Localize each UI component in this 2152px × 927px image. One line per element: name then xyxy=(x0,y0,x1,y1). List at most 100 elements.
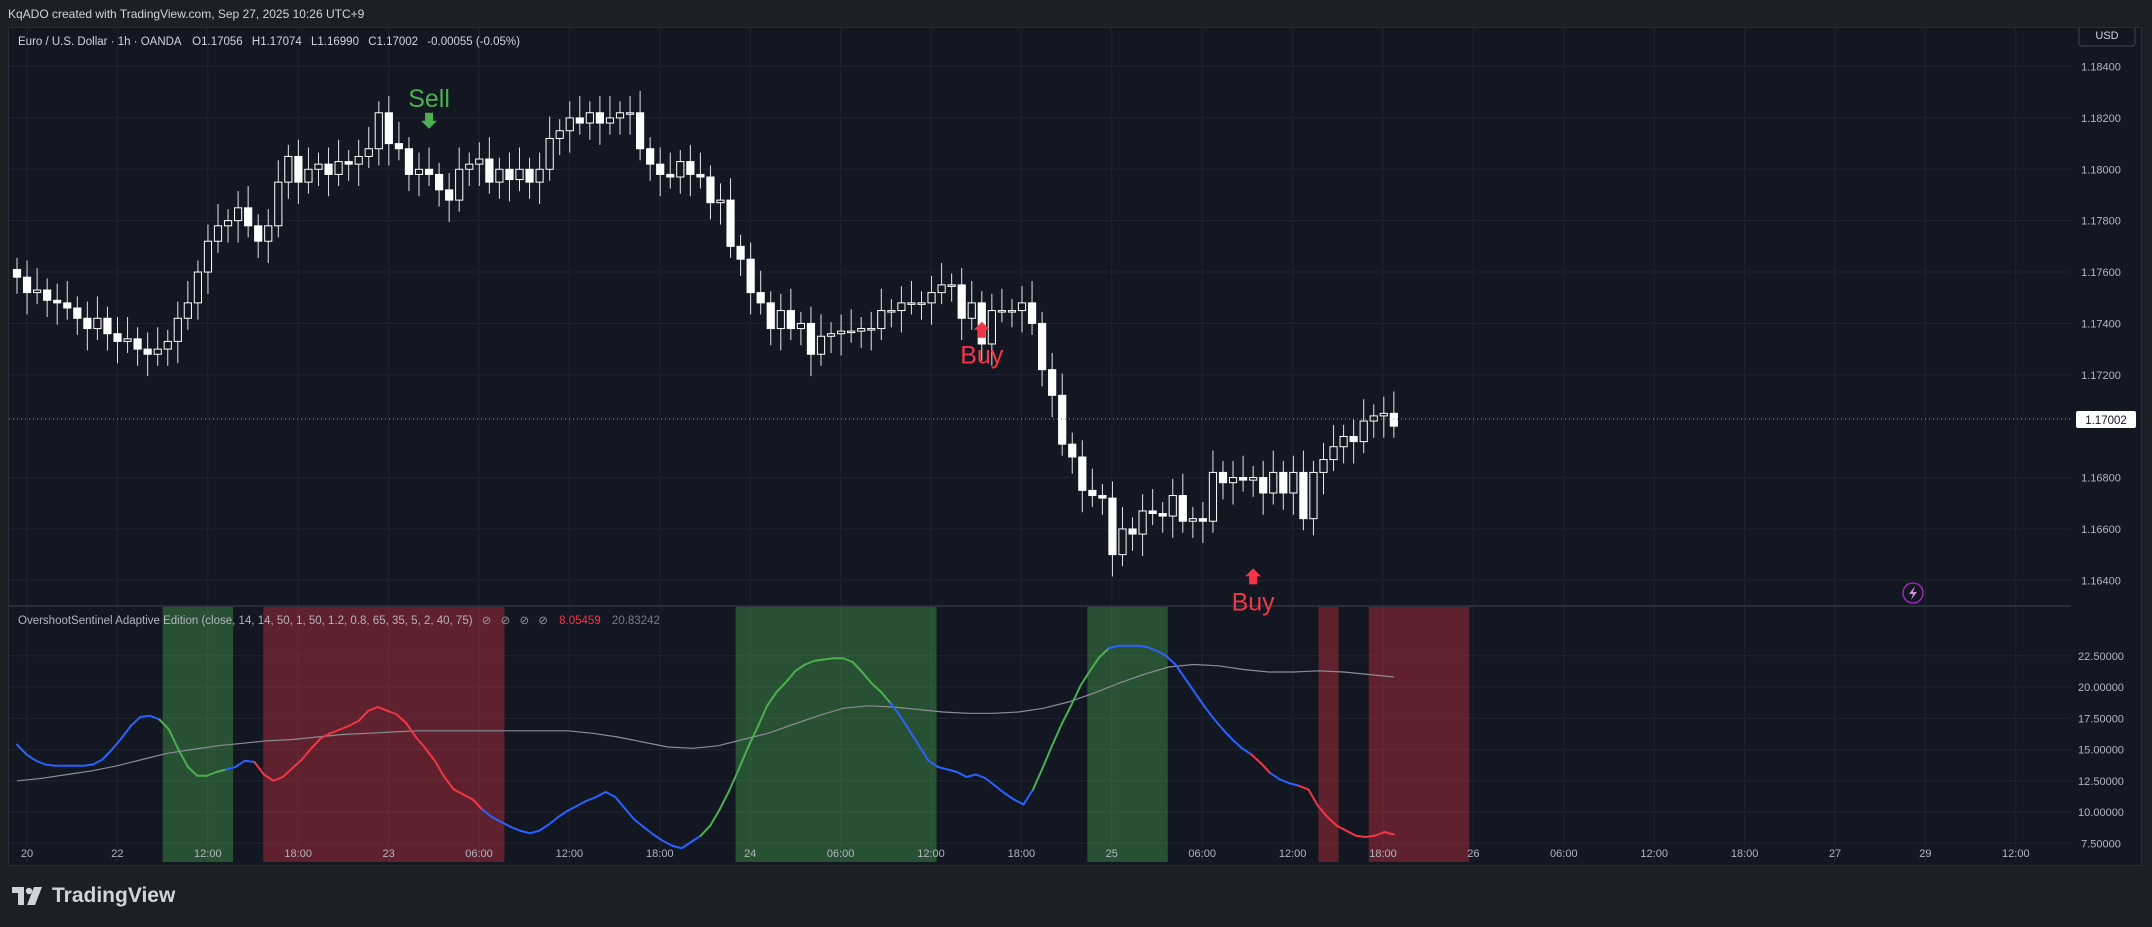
indicator-legend[interactable]: OvershootSentinel Adaptive Edition (clos… xyxy=(18,615,660,627)
candle xyxy=(213,203,223,253)
oscillator-segment xyxy=(443,776,455,791)
oscillator-segment xyxy=(566,804,579,812)
candle xyxy=(1078,440,1087,513)
candle xyxy=(1329,424,1338,472)
candle xyxy=(354,139,363,186)
candle xyxy=(947,273,956,302)
oscillator-segment xyxy=(357,709,370,722)
oscillator-segment xyxy=(1383,831,1395,836)
oscillator-segment xyxy=(433,759,446,778)
oscillator-segment xyxy=(329,728,341,735)
candle xyxy=(344,150,353,181)
oscillator-segment xyxy=(1373,831,1386,837)
candle xyxy=(475,142,484,186)
oscillator-segment xyxy=(1079,669,1091,687)
oscillator-segment xyxy=(766,691,778,707)
oscillator-segment xyxy=(1221,728,1234,741)
price-tick-label: 1.16800 xyxy=(2081,473,2121,485)
candle xyxy=(656,147,665,197)
oscillator-segment xyxy=(405,722,417,738)
chart-svg[interactable]: Euro / U.S. Dollar · 1h · OANDA O1.17056… xyxy=(9,21,2141,865)
candle xyxy=(867,311,876,351)
oscillator-segment xyxy=(1345,829,1357,837)
candle xyxy=(666,152,675,189)
oscillator-segment xyxy=(253,761,265,776)
buy-label: Buy xyxy=(1232,588,1276,616)
candle xyxy=(1188,507,1197,538)
oscillator-segment xyxy=(509,826,522,832)
oscillator-segment xyxy=(1051,723,1063,747)
candle xyxy=(1389,391,1398,438)
green-zone xyxy=(162,607,234,862)
candle xyxy=(424,147,434,186)
time-tick-label: 27 xyxy=(1829,848,1841,860)
candle xyxy=(445,173,454,222)
candle xyxy=(404,137,414,192)
lightning-icon[interactable] xyxy=(1902,582,1924,604)
candle xyxy=(414,152,424,197)
oscillator-segment xyxy=(728,768,740,792)
time-tick-label: 12:00 xyxy=(1640,848,1668,860)
candle xyxy=(153,327,162,366)
oscillator-segment xyxy=(775,681,788,693)
oscillator-segment xyxy=(576,799,588,807)
oscillator-segment xyxy=(1297,784,1310,791)
candle xyxy=(435,162,444,207)
eye-off-icon: ⊘ xyxy=(501,615,511,627)
candle xyxy=(223,209,233,243)
oscillator-segment xyxy=(91,758,104,766)
oscillator-segment xyxy=(1364,834,1376,838)
candle xyxy=(43,278,52,317)
indicator-value-1: 8.05459 xyxy=(559,615,601,627)
oscillator-segment xyxy=(215,768,227,773)
oscillator-segment xyxy=(243,759,256,763)
candle xyxy=(1279,460,1288,510)
red-zone xyxy=(1368,607,1470,862)
candle xyxy=(937,263,946,305)
candle xyxy=(133,327,142,366)
candle xyxy=(636,90,645,161)
oscillator-segment xyxy=(44,763,56,767)
oscillator-segment xyxy=(756,704,769,728)
candle xyxy=(1088,468,1097,508)
chart-panel[interactable]: Euro / U.S. Dollar · 1h · OANDA O1.17056… xyxy=(8,21,2142,866)
oscillator-segment xyxy=(110,737,123,751)
candle xyxy=(12,257,22,294)
osc-tick-label: 15.00000 xyxy=(2078,745,2124,757)
oscillator-segment xyxy=(614,796,626,810)
candle xyxy=(837,314,846,356)
candle xyxy=(264,209,273,264)
brand-logo[interactable]: TradingView xyxy=(12,884,175,908)
candle xyxy=(736,234,745,276)
time-tick-label: 06:00 xyxy=(1188,848,1216,860)
candle xyxy=(1289,455,1298,515)
buy-label: Buy xyxy=(960,342,1004,370)
candle xyxy=(1138,494,1147,556)
high-value: 1.17074 xyxy=(260,36,302,48)
candle xyxy=(746,242,755,315)
oscillator-segment xyxy=(101,748,113,761)
candle xyxy=(93,296,102,341)
oscillator-segment xyxy=(1278,778,1291,785)
candle xyxy=(786,288,795,341)
oscillator-segment xyxy=(690,834,702,843)
candle xyxy=(455,147,464,212)
candle xyxy=(887,299,896,328)
candle xyxy=(967,281,976,330)
oscillator-segment xyxy=(785,669,797,683)
open-label: O xyxy=(192,36,201,48)
last-price-tag xyxy=(2076,411,2136,428)
candle xyxy=(1168,478,1177,538)
oscillator-segment xyxy=(623,807,636,821)
time-axis[interactable]: 20 22 12:00 18:00 23 06:00 12:00 18:00 24 06:00 12… xyxy=(21,848,2030,860)
price-tick-label: 1.16400 xyxy=(2081,575,2121,587)
oscillator-segment xyxy=(680,841,693,850)
oscillator-segment xyxy=(709,808,721,827)
candle xyxy=(1218,460,1228,500)
price-axis[interactable]: 1.18400 1.18200 1.18000 1.17800 1.17600 1.174… xyxy=(2078,62,2124,851)
oscillator-segment xyxy=(538,823,550,832)
symbol-legend[interactable]: Euro / U.S. Dollar · 1h · OANDA O1.17056… xyxy=(18,36,520,48)
oscillator-segment xyxy=(291,758,303,770)
eye-off-icon: ⊘ xyxy=(482,615,492,627)
time-tick-label: 18:00 xyxy=(1369,848,1397,860)
